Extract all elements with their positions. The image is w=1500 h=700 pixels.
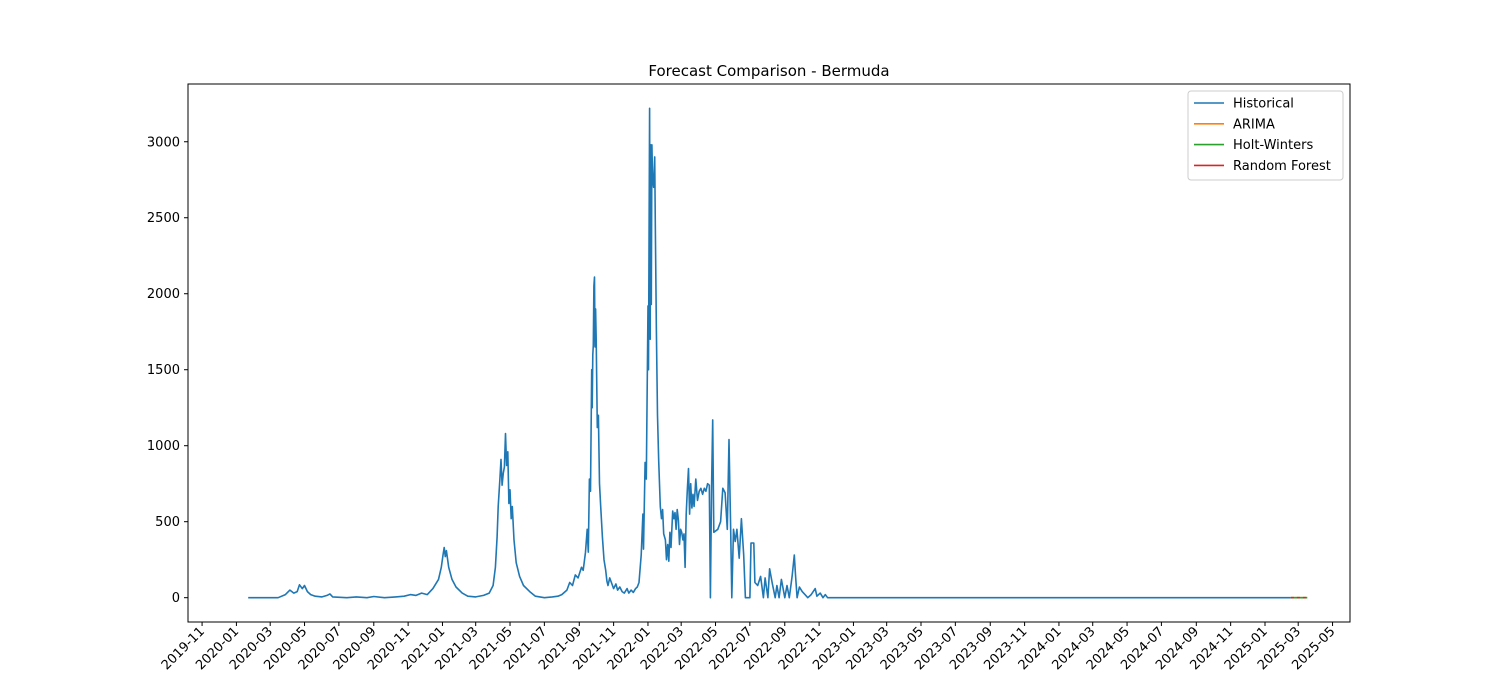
y-tick-label: 3000 [147,135,180,150]
legend-label: Random Forest [1233,159,1331,174]
y-tick-label: 1500 [147,363,180,378]
legend-label: ARIMA [1233,117,1275,132]
y-tick-label: 1000 [147,439,180,454]
legend: Historical ARIMA Holt-Winters Random Forest [1187,90,1344,181]
legend-label: Historical [1233,97,1294,112]
series-line-historical [248,107,1291,599]
chart-title: Forecast Comparison - Bermuda [648,62,889,80]
plot-area-frame [187,83,1351,623]
y-tick-label: 2500 [147,211,180,226]
y-tick-label: 2000 [147,287,180,302]
y-tick-label: 500 [155,515,180,530]
legend-label: Holt-Winters [1233,138,1313,153]
plot-lines [248,107,1308,599]
y-axis: 0 500 1000 1500 2000 2500 3000 [147,135,188,606]
y-tick-label: 0 [172,591,180,606]
x-axis: 2019-112020-012020-032020-052020-072020-… [159,622,1338,673]
legend-box [1187,90,1344,181]
